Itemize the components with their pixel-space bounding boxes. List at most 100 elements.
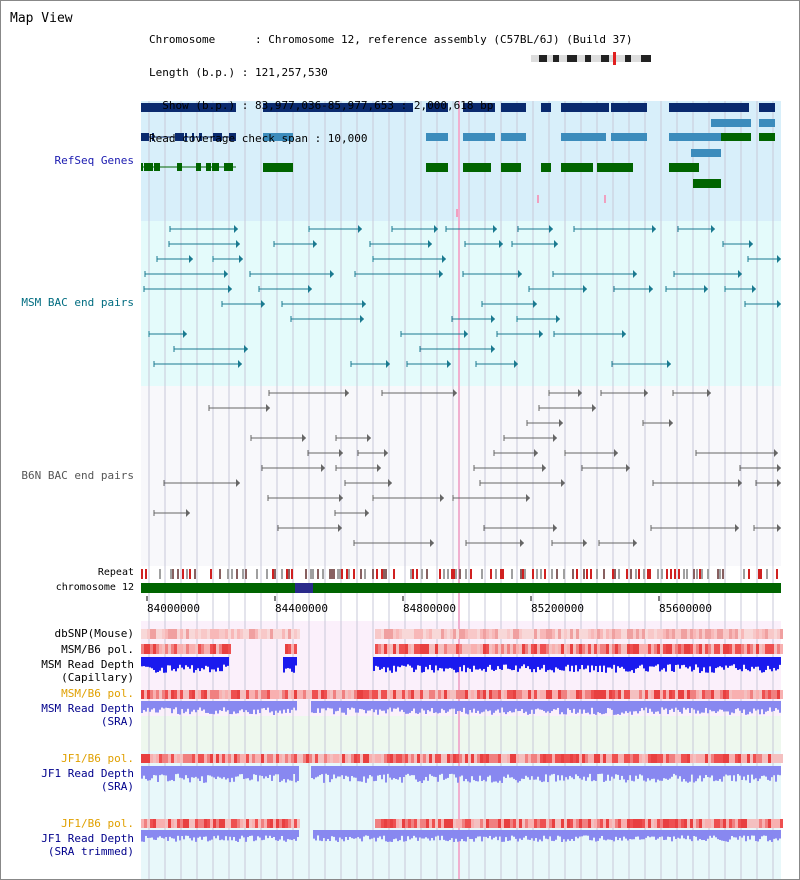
- read-depth-bar: [615, 830, 617, 837]
- read-depth-bar: [733, 657, 735, 665]
- heat-cell: [708, 644, 711, 654]
- heat-cell: [645, 690, 648, 699]
- read-depth-bar: [443, 830, 445, 840]
- read-depth-bar: [685, 657, 687, 668]
- read-depth-bar: [773, 657, 775, 668]
- read-depth-bar: [637, 830, 639, 837]
- heat-cell: [399, 644, 402, 654]
- repeat-mark: [686, 569, 688, 579]
- gene-block: [669, 133, 721, 141]
- read-depth-bar: [595, 657, 597, 667]
- jf1-b6-pol-label: JF1/B6 pol.: [61, 752, 134, 765]
- heat-cell: [141, 690, 144, 699]
- read-depth-bar: [625, 766, 627, 783]
- heat-cell: [366, 754, 369, 763]
- read-depth-bar: [325, 701, 327, 711]
- bac-end-arrow: [534, 449, 538, 457]
- read-depth-bar: [641, 830, 643, 840]
- read-depth-bar: [697, 830, 699, 841]
- heat-cell: [360, 754, 363, 763]
- heat-cell: [558, 754, 561, 763]
- read-depth-bar: [377, 830, 379, 838]
- read-depth-bar: [711, 830, 713, 838]
- heat-cell: [243, 819, 246, 828]
- read-depth-bar: [757, 657, 759, 667]
- read-depth-bar: [775, 701, 777, 709]
- heat-cell: [153, 690, 156, 699]
- read-depth-bar: [509, 701, 511, 711]
- heat-cell: [246, 690, 249, 699]
- bac-end-arrow: [633, 539, 637, 547]
- read-depth-bar: [297, 830, 299, 838]
- read-depth-bar: [359, 766, 361, 782]
- read-depth-bar: [313, 701, 315, 714]
- read-depth-bar: [581, 830, 583, 837]
- heat-cell: [528, 819, 531, 828]
- heat-cell: [615, 690, 618, 699]
- read-depth-bar: [761, 830, 763, 837]
- heat-cell: [354, 754, 357, 763]
- read-depth-bar: [489, 830, 491, 836]
- repeat-mark: [490, 569, 492, 579]
- heat-cell: [651, 754, 654, 763]
- read-depth-bar: [355, 701, 357, 713]
- read-depth-bar: [363, 766, 365, 777]
- heat-cell: [144, 690, 147, 699]
- read-depth-bar: [187, 657, 189, 667]
- heat-cell: [225, 690, 228, 699]
- read-depth-bar: [507, 657, 509, 669]
- heat-cell: [528, 754, 531, 763]
- heat-cell: [465, 819, 468, 828]
- repeat-mark: [563, 569, 565, 579]
- read-depth-bar: [491, 657, 493, 670]
- read-depth-bar: [599, 766, 601, 774]
- read-depth-bar: [211, 657, 213, 670]
- heat-cell: [459, 690, 462, 699]
- heat-cell: [630, 754, 633, 763]
- read-depth-bar: [253, 766, 255, 775]
- read-depth-bar: [339, 830, 341, 838]
- heat-cell: [420, 629, 423, 639]
- heat-cell: [477, 644, 480, 654]
- heat-cell: [684, 754, 687, 763]
- read-depth-bar: [385, 766, 387, 783]
- heat-cell: [213, 690, 216, 699]
- read-depth-bar: [665, 766, 667, 779]
- heat-cell: [210, 644, 213, 654]
- heat-cell: [564, 629, 567, 639]
- read-depth-bar: [413, 657, 415, 673]
- heat-cell: [582, 644, 585, 654]
- repeat-mark: [551, 569, 553, 579]
- heat-cell: [579, 644, 582, 654]
- read-depth-bar: [485, 766, 487, 782]
- read-depth-bar: [699, 701, 701, 714]
- heat-cell: [759, 819, 762, 828]
- read-depth-bar: [175, 766, 177, 775]
- heat-cell: [414, 629, 417, 639]
- read-depth-bar: [275, 830, 277, 841]
- read-depth-bar: [745, 830, 747, 842]
- read-depth-bar: [621, 830, 623, 841]
- heat-cell: [192, 644, 195, 654]
- read-depth-bar: [573, 766, 575, 780]
- heat-cell: [534, 690, 537, 699]
- heat-cell: [606, 690, 609, 699]
- read-depth-bar: [769, 766, 771, 781]
- repeat-mark: [182, 569, 184, 579]
- heat-cell: [174, 819, 177, 828]
- heat-cell: [204, 819, 207, 828]
- read-depth-bar: [161, 657, 163, 668]
- bac-end-arrow: [321, 464, 325, 472]
- read-depth-bar: [375, 701, 377, 710]
- heat-cell: [345, 690, 348, 699]
- read-depth-bar: [389, 766, 391, 778]
- bac-end-arrow: [339, 449, 343, 457]
- repeat-mark: [626, 569, 628, 579]
- heat-cell: [399, 690, 402, 699]
- heat-cell: [606, 629, 609, 639]
- bac-end-arrow: [428, 240, 432, 248]
- read-depth-bar: [211, 766, 213, 777]
- heat-cell: [546, 754, 549, 763]
- heat-cell: [621, 754, 624, 763]
